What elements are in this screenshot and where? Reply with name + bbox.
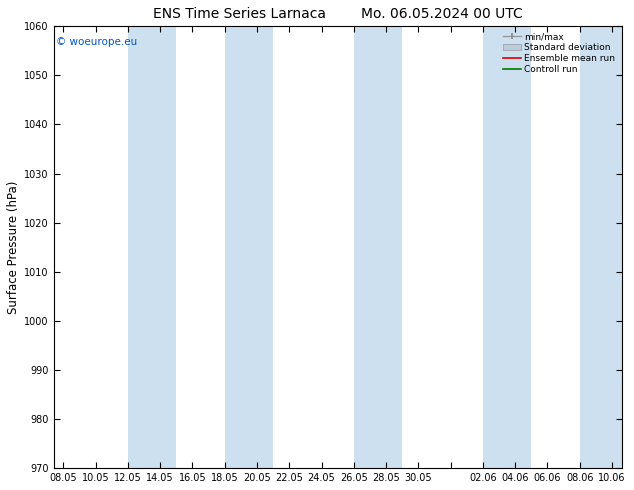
- Y-axis label: Surface Pressure (hPa): Surface Pressure (hPa): [7, 180, 20, 314]
- Bar: [224, 26, 273, 468]
- Legend: min/max, Standard deviation, Ensemble mean run, Controll run: min/max, Standard deviation, Ensemble me…: [501, 31, 617, 76]
- Bar: [483, 26, 531, 468]
- Bar: [579, 26, 628, 468]
- Bar: [354, 26, 402, 468]
- Text: © woeurope.eu: © woeurope.eu: [56, 37, 138, 48]
- Bar: [128, 26, 176, 468]
- Title: ENS Time Series Larnaca        Mo. 06.05.2024 00 UTC: ENS Time Series Larnaca Mo. 06.05.2024 0…: [153, 7, 522, 21]
